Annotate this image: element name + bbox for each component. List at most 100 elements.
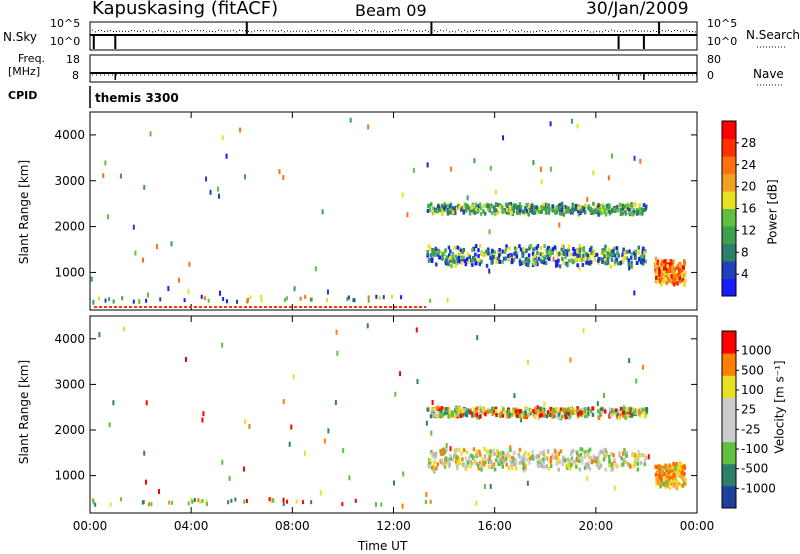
power-echo-pixel [505,244,508,249]
power-echo-pixel [488,268,491,274]
velocity-echo-pixel [554,449,557,454]
velocity-echo-pixel [634,460,638,465]
velocity-echo-pixel [659,484,662,489]
velocity-echo-pixel [567,408,571,413]
power-echo-pixel [285,296,288,301]
velocity-echo-pixel [452,454,456,459]
power-echo-pixel [375,294,378,299]
power-echo-pixel [533,254,537,259]
velocity-echo-pixel [597,464,600,469]
power-echo-pixel [655,272,659,277]
power-echo-pixel [453,245,456,250]
power-echo-pixel [205,176,208,182]
velocity-echo-pixel [618,453,622,458]
velocity-echo-pixel [555,455,558,460]
power-echo-pixel [654,265,657,270]
power-echo-pixel [592,210,595,215]
velocity-echo-pixel [476,415,479,420]
velocity-echo-pixel [586,452,590,457]
velocity-echo-pixel [591,412,595,417]
velocity-echo-pixel [492,406,495,411]
power-echo-pixel [203,296,206,301]
power-echo-pixel [459,207,463,212]
velocity-echo-pixel [439,412,443,417]
velocity-echo-pixel [643,462,647,467]
power-echo-pixel [660,282,663,287]
velocity-echo-pixel [632,452,635,457]
velocity-echo-pixel [444,462,448,467]
velocity-echo-pixel [457,412,460,417]
power-echo-pixel [479,206,483,211]
power-echo-pixel [378,296,381,301]
velocity-echo-pixel [609,463,612,468]
power-echo-pixel [426,162,429,168]
velocity-echo-pixel [244,419,247,425]
velocity-echo-pixel [675,486,678,491]
velocity-echo-pixel [444,457,447,462]
power-echo-pixel [177,277,180,283]
velocity-echo-pixel [429,414,433,419]
power-colorbar-tick-label: 4 [741,267,749,281]
velocity-ytick-label: 3000 [54,377,85,391]
velocity-echo-pixel [598,412,602,417]
power-echo-pixel [564,255,567,260]
velocity-echo-pixel [658,474,661,479]
velocity-echo-pixel [270,499,273,504]
velocity-echo-pixel [230,498,233,503]
power-echo-pixel [432,206,435,211]
velocity-echo-pixel [524,409,527,414]
velocity-echo-pixel [448,462,452,467]
velocity-echo-pixel [659,482,663,487]
power-echo-pixel [592,249,596,254]
power-echo-pixel [225,299,228,304]
velocity-echo-pixel [638,413,642,418]
velocity-echo-pixel [677,466,680,471]
power-echo-pixel [535,205,539,210]
velocity-echo-pixel [625,453,629,458]
velocity-echo-pixel [319,490,322,496]
velocity-echo-pixel [667,470,670,475]
velocity-echo-pixel [562,456,565,461]
velocity-echo-pixel [506,414,509,419]
power-echo-pixel [489,255,492,260]
velocity-echo-pixel [461,409,464,414]
power-echo-pixel [436,249,440,254]
power-echo-pixel [577,212,581,217]
velocity-echo-pixel [509,448,512,453]
velocity-echo-pixel [640,408,643,413]
velocity-echo-pixel [92,500,95,505]
power-echo-pixel [670,278,674,283]
date-title: 30/Jan/2009 [586,0,689,19]
power-echo-pixel [663,261,666,266]
power-echo-pixel [284,298,287,303]
power-echo-pixel [438,255,442,260]
power-echo-pixel [519,247,523,252]
velocity-echo-pixel [461,457,464,462]
power-colorbar-tick-label: 28 [741,136,756,150]
velocity-echo-pixel [510,465,514,470]
velocity-echo-pixel [676,483,679,488]
power-ytick-label: 1000 [54,265,85,279]
power-echo-pixel [441,251,445,256]
power-echo-pixel [581,247,585,252]
velocity-echo-pixel [679,467,683,472]
power-echo-pixel [630,252,633,257]
power-echo-pixel [463,258,467,263]
power-echo-pixel [597,204,600,209]
velocity-echo-pixel [629,407,632,412]
power-echo-pixel [605,206,608,211]
power-echo-pixel [497,210,500,215]
velocity-echo-pixel [608,414,611,419]
velocity-echo-pixel [434,451,438,456]
power-echo-pixel [554,259,558,264]
power-echo-pixel [654,278,658,283]
power-echo-pixel [522,246,525,251]
power-echo-pixel [590,250,594,255]
power-echo-pixel [623,204,626,209]
velocity-echo-pixel [507,409,511,414]
velocity-echo-pixel [433,460,436,465]
power-echo-pixel [470,205,473,210]
power-echo-pixel [207,298,210,303]
velocity-echo-pixel [679,462,682,467]
velocity-echo-pixel [596,401,599,407]
